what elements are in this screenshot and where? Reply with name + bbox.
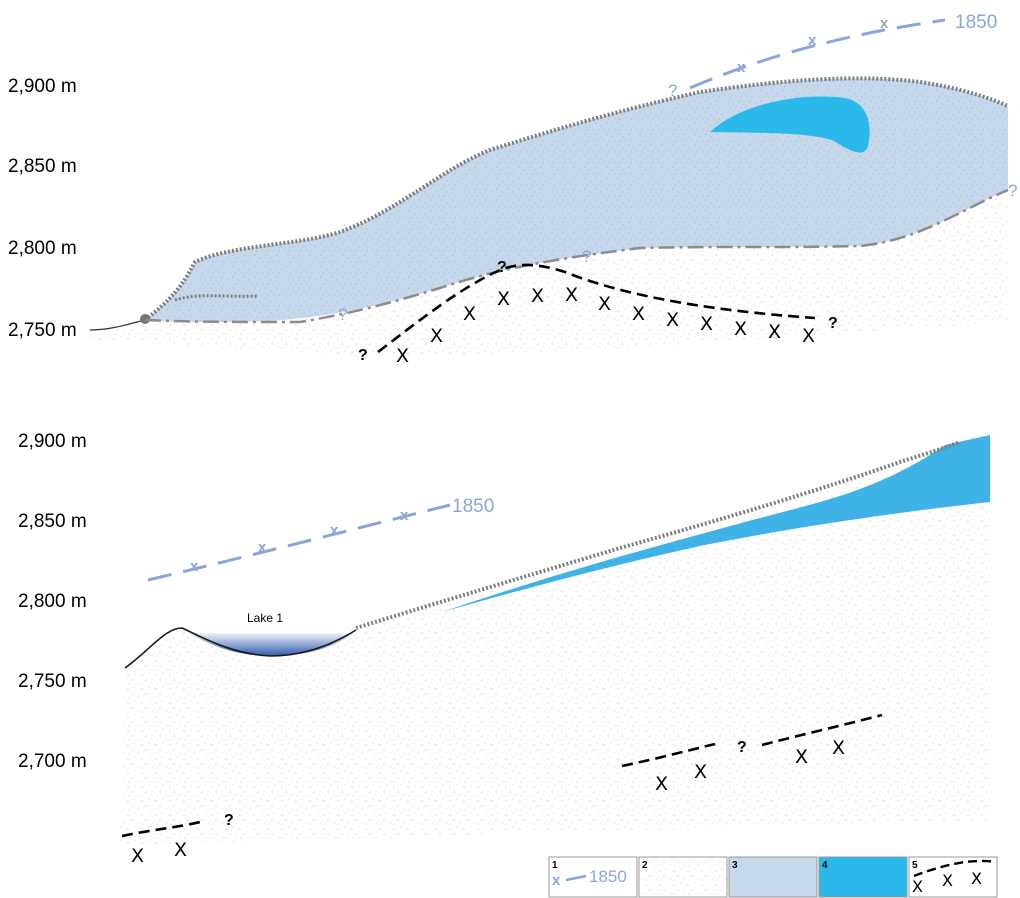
svg-text:2: 2 bbox=[642, 860, 648, 871]
svg-text:2,900 m: 2,900 m bbox=[18, 431, 87, 452]
legend-item-1: 1 x 1850 bbox=[548, 856, 638, 898]
svg-text:2,750 m: 2,750 m bbox=[8, 320, 77, 341]
top-profile: x x x 1850 ? ? ? ? ? ? ? X X X X X X X X… bbox=[8, 12, 1017, 367]
svg-text:X: X bbox=[942, 871, 953, 890]
svg-text:X: X bbox=[912, 877, 923, 896]
top-bedrock-question-mark: ? bbox=[497, 259, 507, 276]
bottom-bedrock-x-mark: X bbox=[174, 839, 187, 861]
svg-text:X: X bbox=[531, 285, 544, 307]
top-1850-x-mark: x bbox=[737, 59, 746, 76]
svg-text:X: X bbox=[768, 321, 781, 343]
svg-text:3: 3 bbox=[732, 860, 738, 871]
top-base-question-mark: ? bbox=[582, 247, 591, 266]
svg-text:X: X bbox=[463, 303, 476, 325]
svg-text:1850: 1850 bbox=[589, 867, 627, 886]
legend-item-5: 5 X X X bbox=[908, 856, 998, 898]
bottom-1850-x-mark: x bbox=[258, 539, 267, 556]
svg-text:1: 1 bbox=[552, 860, 558, 871]
top-ice-base-line bbox=[144, 188, 1009, 324]
bottom-bedrock-x-mark: X bbox=[131, 845, 144, 867]
bottom-1850-x-mark: x bbox=[190, 558, 199, 575]
bottom-bedrock-line-right-b bbox=[761, 713, 883, 747]
bottom-bedrock-x-mark: X bbox=[694, 761, 707, 783]
bottom-bedrock-question-mark: ? bbox=[737, 739, 747, 756]
top-bedrock-question-mark: ? bbox=[358, 347, 368, 364]
top-bedrock-line bbox=[377, 263, 816, 354]
top-base-question-mark: ? bbox=[1008, 181, 1017, 200]
bottom-surface-debris bbox=[355, 440, 961, 630]
bottom-1850-label: 1850 bbox=[452, 496, 494, 517]
svg-text:5: 5 bbox=[912, 860, 918, 871]
bottom-profile: Lake 1 x x x x 1850 ? X X ? X X X X 2,90… bbox=[18, 431, 990, 867]
svg-text:X: X bbox=[971, 869, 982, 888]
top-1850-label: 1850 bbox=[955, 12, 997, 33]
top-altitude-axis: 2,900 m 2,850 m 2,800 m 2,750 m bbox=[8, 76, 77, 341]
top-ice-core bbox=[710, 96, 870, 153]
lake-1-label: Lake 1 bbox=[247, 611, 283, 625]
top-1850-question-mark: ? bbox=[668, 81, 677, 100]
svg-text:X: X bbox=[497, 288, 510, 310]
svg-text:X: X bbox=[565, 284, 578, 306]
top-bedrock-question-mark: ? bbox=[828, 315, 838, 332]
legend-item-3: 3 bbox=[728, 856, 818, 898]
bottom-bedrock-x-mark: X bbox=[655, 773, 668, 795]
svg-text:2,800 m: 2,800 m bbox=[18, 591, 87, 612]
svg-text:x: x bbox=[552, 872, 561, 889]
svg-text:X: X bbox=[598, 293, 611, 315]
bottom-altitude-axis: 2,900 m 2,850 m 2,800 m 2,750 m 2,700 m bbox=[18, 431, 87, 772]
svg-text:X: X bbox=[396, 345, 409, 367]
svg-text:2,850 m: 2,850 m bbox=[18, 511, 87, 532]
bottom-1850-x-mark: x bbox=[330, 522, 339, 539]
svg-text:2,900 m: 2,900 m bbox=[8, 76, 77, 97]
bottom-bedrock-line-right-a bbox=[621, 742, 716, 768]
bottom-terrain-line bbox=[124, 627, 357, 669]
svg-text:X: X bbox=[666, 309, 679, 331]
svg-text:4: 4 bbox=[822, 860, 828, 871]
svg-text:X: X bbox=[430, 325, 443, 347]
bottom-1850-line bbox=[147, 503, 451, 582]
legend-item-4: 4 bbox=[818, 856, 908, 898]
top-base-question-mark: ? bbox=[338, 305, 347, 324]
top-bedrock-x-marks: X X X X X X X X X X X X X bbox=[396, 284, 815, 367]
bottom-bedrock-x-mark: X bbox=[832, 737, 845, 759]
svg-text:X: X bbox=[802, 325, 815, 347]
legend-item-2: 2 bbox=[638, 856, 728, 898]
svg-text:2,850 m: 2,850 m bbox=[8, 156, 77, 177]
bottom-bedrock-question-mark: ? bbox=[224, 812, 234, 829]
svg-text:2,800 m: 2,800 m bbox=[8, 238, 77, 259]
top-1850-line bbox=[689, 18, 946, 90]
svg-text:X: X bbox=[632, 303, 645, 325]
legend: 1 x 1850 2 3 4 5 X X X bbox=[548, 856, 998, 898]
top-1850-x-mark: x bbox=[880, 15, 889, 32]
top-surface-debris bbox=[143, 76, 1009, 322]
top-1850-x-mark: x bbox=[808, 32, 817, 49]
svg-text:2,700 m: 2,700 m bbox=[18, 751, 87, 772]
bottom-bedrock-x-mark: X bbox=[795, 746, 808, 768]
top-boulder bbox=[140, 314, 150, 324]
svg-text:2,750 m: 2,750 m bbox=[18, 671, 87, 692]
top-valley-line bbox=[89, 319, 146, 331]
svg-text:X: X bbox=[700, 313, 713, 335]
bottom-bedrock-line-left bbox=[121, 820, 201, 838]
bottom-1850-x-mark: x bbox=[400, 507, 409, 524]
svg-text:X: X bbox=[734, 318, 747, 340]
